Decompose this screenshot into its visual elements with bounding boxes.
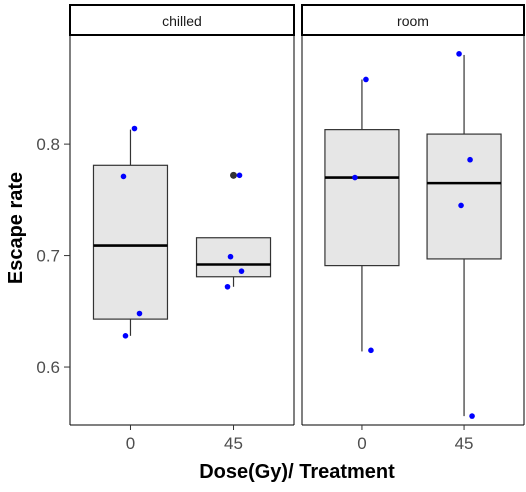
- iqr-box: [324, 129, 400, 267]
- data-point: [131, 125, 138, 132]
- data-point: [363, 76, 369, 83]
- data-point: [368, 347, 374, 354]
- y-axis: 0.6 0.7 0.8: [36, 135, 70, 377]
- data-point: [467, 156, 473, 163]
- y-tick-label: 0.8: [36, 135, 60, 154]
- data-point: [224, 283, 231, 290]
- data-point: [352, 174, 358, 181]
- data-point: [227, 253, 234, 260]
- box-chilled-0: [92, 129, 169, 336]
- data-point: [469, 413, 475, 419]
- iqr-box: [92, 164, 169, 320]
- x-tick-label: 45: [224, 434, 243, 453]
- panel-chilled: chilled 0 45: [69, 4, 295, 453]
- x-tick-label: 0: [126, 434, 135, 453]
- data-point: [456, 51, 462, 57]
- strip-label: chilled: [162, 13, 202, 29]
- strip-box: [69, 4, 295, 36]
- x-axis-title: Dose(Gy)/ Treatment: [199, 461, 395, 483]
- x-tick-label: 0: [357, 434, 366, 453]
- strip-label: room: [397, 13, 429, 29]
- outlier-point: [230, 171, 238, 179]
- y-axis-title: Escape rate: [5, 172, 27, 284]
- box-room-45: [426, 54, 502, 417]
- panels-layer: chilled 0 45 room 0 45: [69, 4, 525, 453]
- data-point: [120, 173, 127, 180]
- box-room-0: [324, 79, 400, 352]
- x-tick-label: 45: [455, 434, 474, 453]
- strip-box: [301, 4, 525, 36]
- data-point: [236, 172, 243, 179]
- data-point: [122, 333, 129, 339]
- y-tick-label: 0.6: [36, 358, 60, 377]
- iqr-box: [195, 237, 272, 278]
- panel-room: room 0 45: [301, 4, 525, 453]
- data-point: [136, 310, 143, 317]
- data-point: [458, 202, 464, 209]
- iqr-box: [426, 133, 502, 260]
- y-tick-label: 0.7: [36, 247, 60, 266]
- box-chilled-45: [195, 171, 272, 287]
- data-point: [238, 268, 245, 274]
